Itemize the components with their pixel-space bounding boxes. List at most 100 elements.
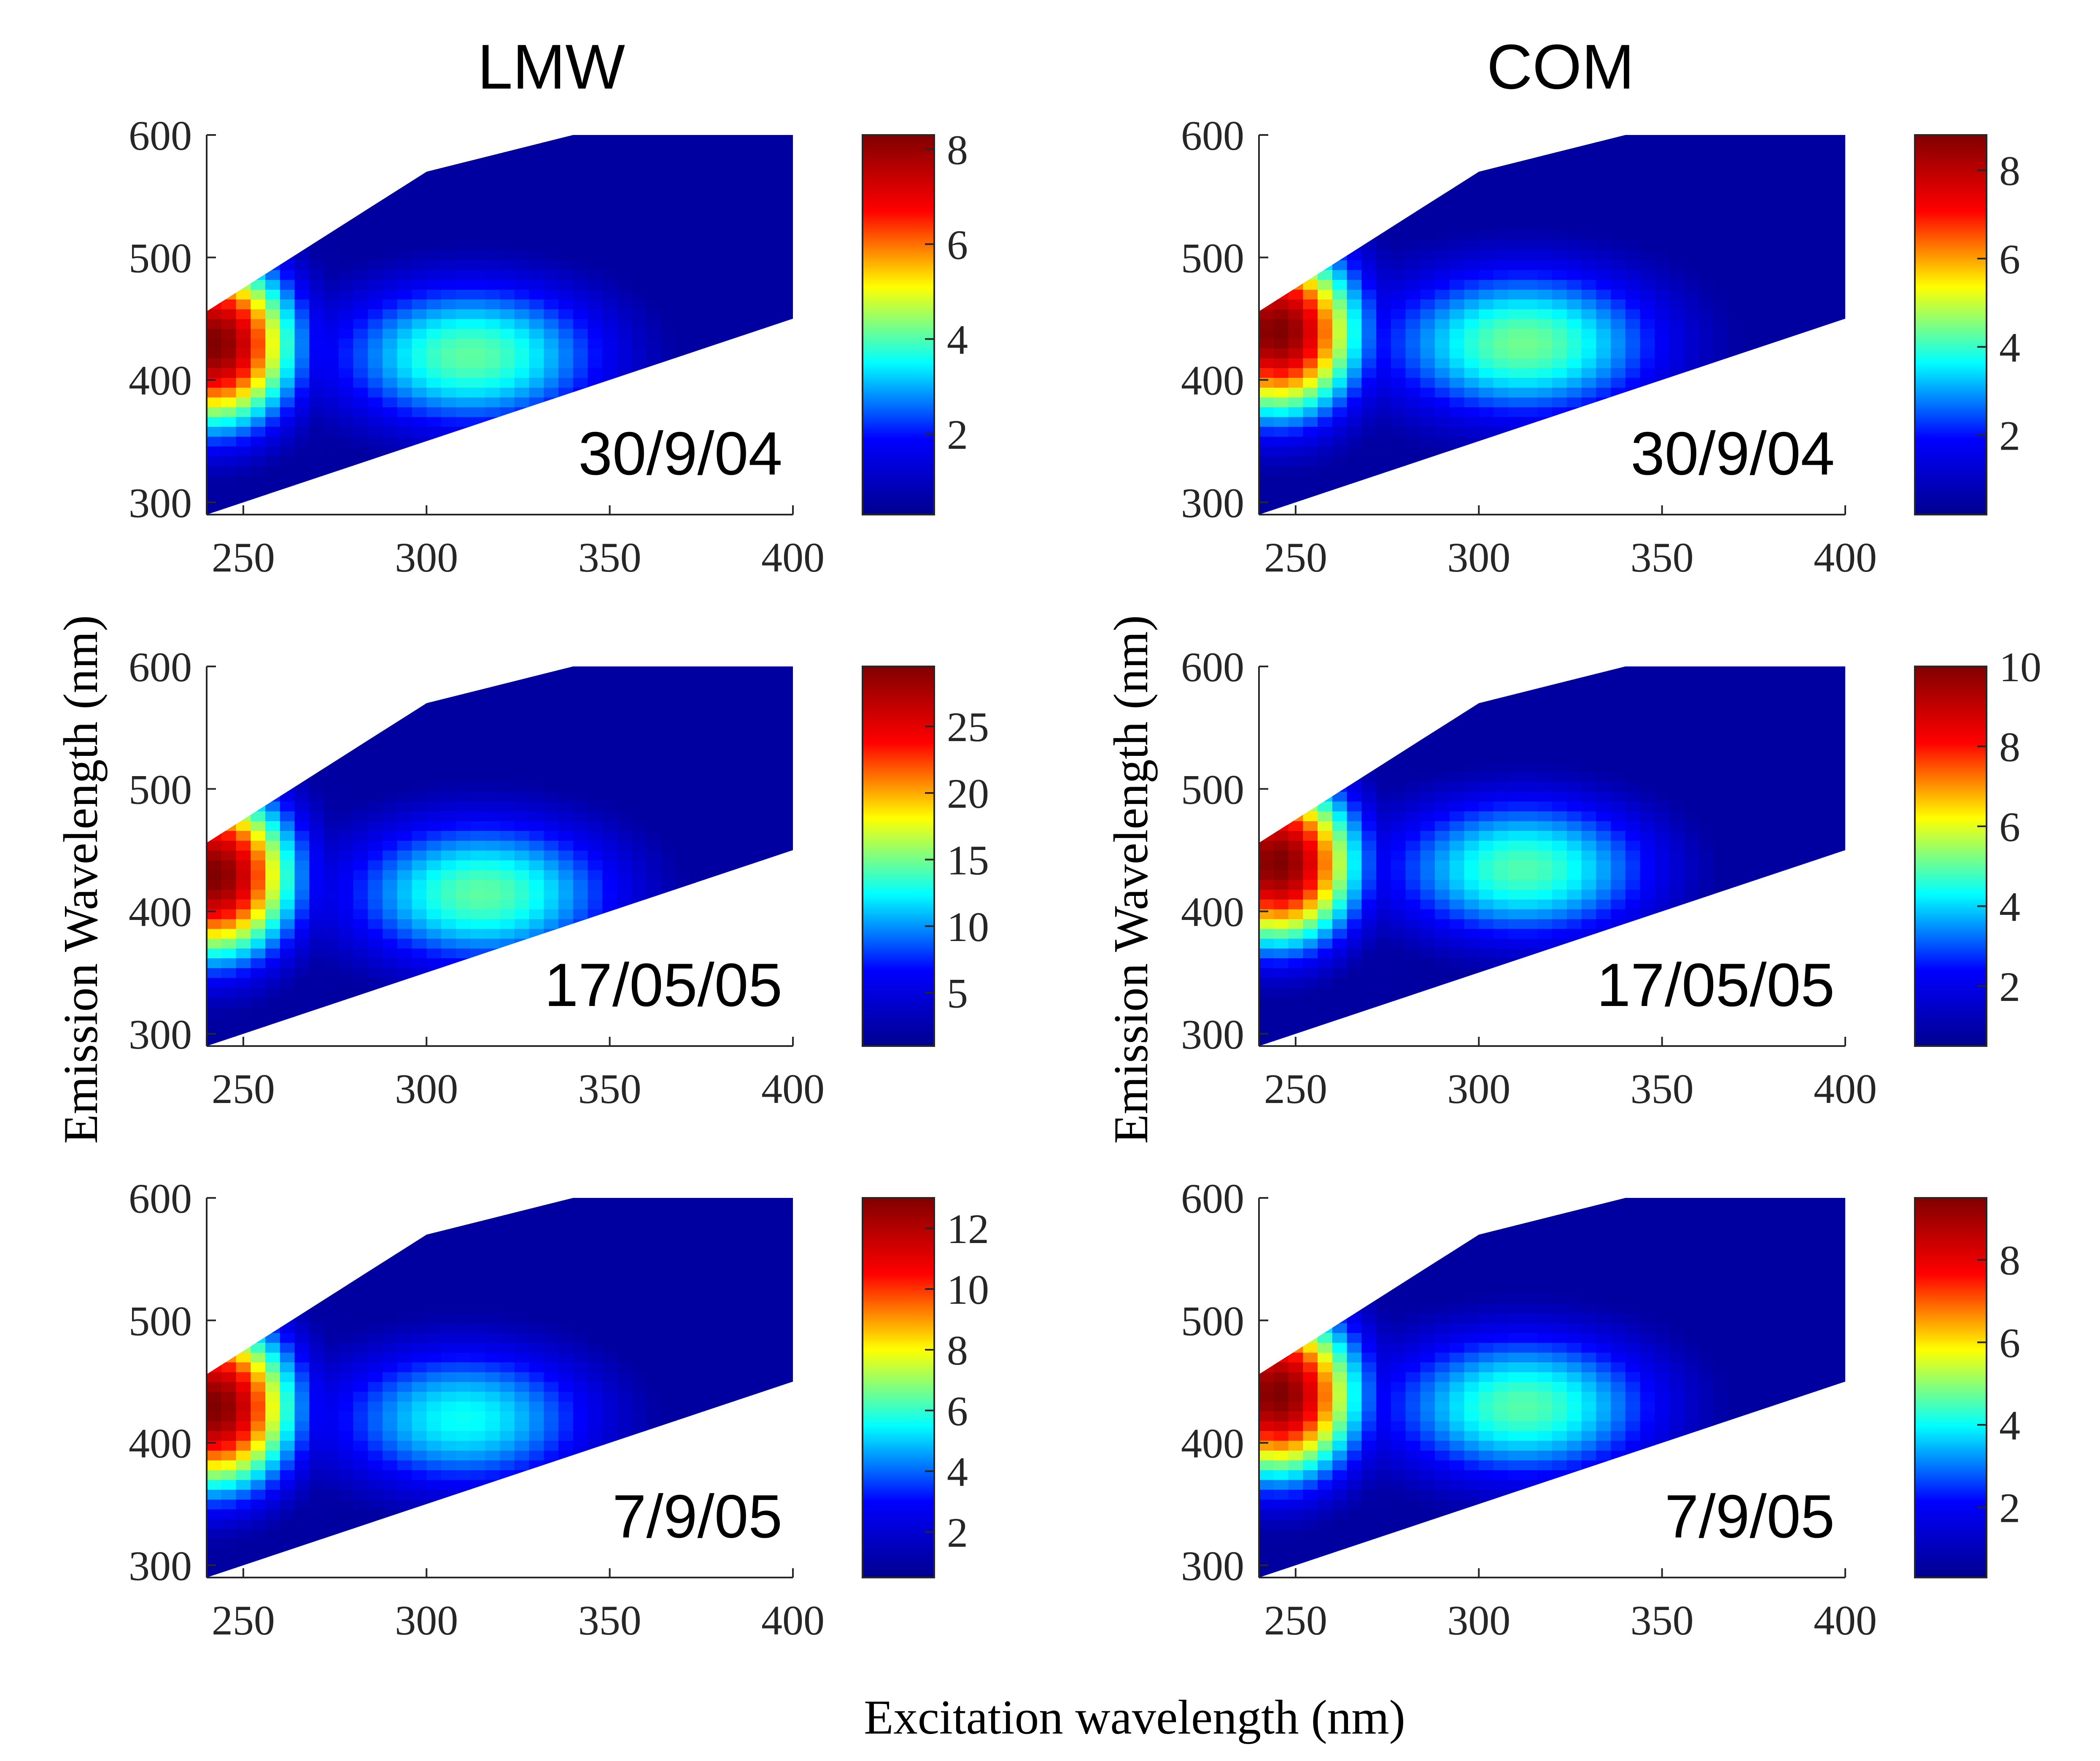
colorbar-tick-label: 8 (1999, 1237, 2020, 1284)
x-tick-label: 250 (1264, 1065, 1327, 1112)
x-tick-label: 400 (761, 1597, 825, 1644)
y-tick-label: 300 (129, 480, 192, 526)
x-tick-label: 250 (212, 1597, 275, 1644)
colorbar-tick-label: 6 (947, 221, 968, 268)
y-tick-label: 600 (1181, 112, 1244, 159)
y-tick-label: 600 (129, 1175, 192, 1222)
colorbar-tick-label: 25 (947, 704, 989, 750)
colorbar-tick-label: 4 (1999, 324, 2020, 371)
x-axis-label: Excitation wavelength (nm) (864, 1691, 1405, 1744)
colorbar-tick-label: 2 (947, 411, 968, 458)
colorbar (862, 134, 935, 515)
y-tick-label: 500 (1181, 766, 1244, 813)
date-annotation: 7/9/05 (1665, 1482, 1835, 1551)
colorbar-tick-label: 15 (947, 837, 989, 884)
colorbar-tick-label: 10 (1999, 644, 2041, 690)
colorbar (1914, 666, 1987, 1047)
eem-panel-com-2: 250 300 350 400 300 400 500 600 17/05/05 2 4 6 8 10 (1181, 644, 2041, 1112)
colorbar-tick-label: 2 (1999, 963, 2020, 1010)
eem-panel-lmw-3: 250 300 350 400 300 400 500 600 7/9/05 2 4 6 8 10 12 (129, 1175, 989, 1644)
x-tick-label: 350 (578, 1597, 642, 1644)
colorbar (1914, 134, 1987, 515)
y-tick-label: 400 (1181, 1420, 1244, 1467)
colorbar-tick-label: 8 (947, 1327, 968, 1374)
colorbar-tick-label: 8 (947, 127, 968, 173)
y-tick-label: 400 (129, 1420, 192, 1467)
date-annotation: 17/05/05 (545, 951, 782, 1019)
y-tick-label: 500 (129, 1297, 192, 1344)
y-tick-label: 600 (129, 112, 192, 159)
colorbar-tick-label: 4 (1999, 1402, 2020, 1449)
date-annotation: 7/9/05 (612, 1482, 782, 1551)
colorbar-tick-label: 2 (947, 1509, 968, 1556)
colorbar-tick-label: 20 (947, 770, 989, 817)
colorbar (862, 666, 935, 1047)
y-tick-label: 500 (1181, 235, 1244, 281)
x-tick-label: 350 (1631, 1065, 1694, 1112)
eem-panel-com-3: 250 300 350 400 300 400 500 600 7/9/05 2 4 6 8 (1181, 1175, 2020, 1644)
x-tick-label: 300 (395, 534, 458, 581)
y-tick-label: 400 (129, 889, 192, 936)
x-tick-label: 400 (761, 1065, 825, 1112)
date-annotation: 30/9/04 (1631, 419, 1835, 488)
colorbar-tick-label: 12 (947, 1205, 989, 1252)
x-tick-label: 250 (1264, 1597, 1327, 1644)
colorbar (862, 1197, 935, 1578)
x-tick-label: 250 (212, 534, 275, 581)
x-tick-label: 300 (1447, 1597, 1510, 1644)
colorbar-tick-label: 6 (1999, 804, 2020, 850)
eem-panel-com-1: 250 300 350 400 300 400 500 600 30/9/04 2 4 6 8 (1181, 112, 2020, 581)
y-tick-label: 300 (1181, 1011, 1244, 1058)
y-tick-label: 300 (1181, 480, 1244, 526)
colorbar-tick-label: 2 (1999, 413, 2020, 459)
x-tick-label: 300 (395, 1065, 458, 1112)
x-tick-label: 400 (1814, 1065, 1877, 1112)
y-tick-label: 300 (129, 1011, 192, 1058)
x-tick-label: 400 (1814, 534, 1877, 581)
colorbar-tick-label: 4 (1999, 883, 2020, 930)
y-tick-label: 500 (129, 235, 192, 281)
colorbar (1914, 1197, 1987, 1578)
colorbar-tick-label: 10 (947, 903, 989, 950)
x-tick-label: 350 (578, 534, 642, 581)
y-tick-label: 300 (129, 1543, 192, 1589)
x-tick-label: 250 (1264, 534, 1327, 581)
y-tick-label: 600 (1181, 644, 1244, 690)
y-tick-label: 500 (1181, 1297, 1244, 1344)
y-tick-label: 500 (129, 766, 192, 813)
x-tick-label: 250 (212, 1065, 275, 1112)
x-tick-label: 300 (1447, 1065, 1510, 1112)
date-annotation: 30/9/04 (578, 419, 782, 488)
x-tick-label: 400 (761, 534, 825, 581)
x-tick-label: 400 (1814, 1597, 1877, 1644)
colorbar-tick-label: 6 (947, 1388, 968, 1435)
colorbar-tick-label: 8 (1999, 723, 2020, 770)
x-tick-label: 350 (1631, 534, 1694, 581)
column-title-com: COM (1487, 31, 1634, 102)
colorbar-tick-label: 6 (1999, 236, 2020, 283)
y-axis-label-right: Emission Wavelength (nm) (1104, 615, 1158, 1143)
x-tick-label: 350 (1631, 1597, 1694, 1644)
x-tick-label: 300 (395, 1597, 458, 1644)
y-tick-label: 600 (129, 644, 192, 690)
colorbar-tick-label: 10 (947, 1266, 989, 1313)
y-tick-label: 400 (1181, 889, 1244, 936)
colorbar-tick-label: 8 (1999, 148, 2020, 194)
eem-panel-lmw-1: 250 300 350 400 300 400 500 600 30/9/04 2 4 6 8 (129, 112, 968, 581)
panels-group: 250 300 350 400 300 400 500 600 30/9/04 2 4 6 8 250 30… (129, 112, 2041, 1644)
colorbar-tick-label: 4 (947, 316, 968, 363)
y-tick-label: 400 (129, 357, 192, 404)
y-axis-label-left: Emission Wavelength (nm) (54, 615, 108, 1143)
y-tick-label: 400 (1181, 357, 1244, 404)
x-tick-label: 300 (1447, 534, 1510, 581)
y-tick-label: 600 (1181, 1175, 1244, 1222)
eem-panel-lmw-2: 250 300 350 400 300 400 500 600 17/05/05 5 10 15 20 2… (129, 644, 989, 1112)
y-tick-label: 300 (1181, 1543, 1244, 1589)
colorbar-tick-label: 6 (1999, 1319, 2020, 1366)
colorbar-tick-label: 4 (947, 1448, 968, 1495)
x-tick-label: 350 (578, 1065, 642, 1112)
date-annotation: 17/05/05 (1597, 951, 1835, 1019)
column-title-lmw: LMW (477, 31, 625, 102)
